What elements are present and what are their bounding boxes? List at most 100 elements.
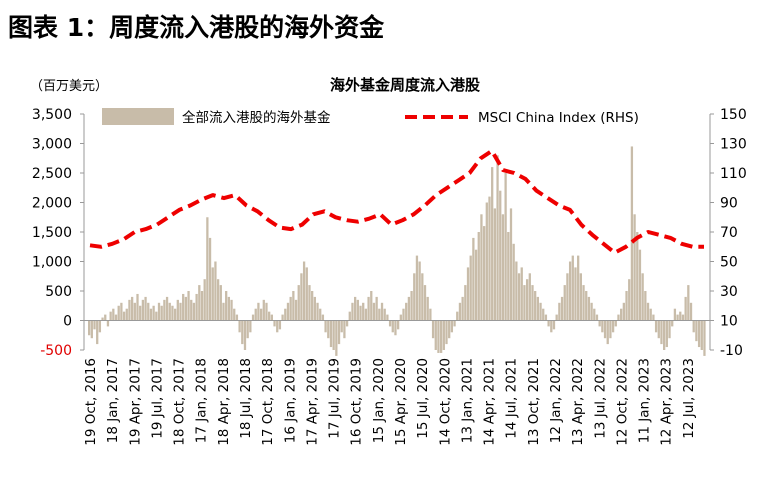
x-tick-label: 13 Jan, 2021 — [459, 358, 475, 443]
flow-bar — [327, 320, 330, 339]
flow-bar — [286, 302, 290, 321]
flow-bar — [601, 320, 604, 333]
flow-bar — [563, 285, 566, 321]
flow-bar — [550, 320, 553, 333]
flow-bar — [609, 320, 612, 339]
flow-bar — [520, 267, 523, 321]
flow-bar — [509, 208, 513, 321]
flow-bar — [491, 167, 494, 321]
flow-bar — [474, 249, 478, 321]
y-right-tick-label: 50 — [720, 255, 738, 271]
flow-bar — [673, 308, 677, 321]
x-tick-label: 17 Apr, 2019 — [304, 358, 320, 446]
flow-bar — [421, 273, 424, 321]
flow-bar — [668, 320, 671, 339]
flow-bar — [281, 314, 284, 321]
flow-bar — [407, 296, 411, 321]
flow-bar — [512, 243, 515, 321]
flow-bar — [423, 285, 427, 321]
flow-bar — [660, 320, 663, 345]
y-right-tick-label: 150 — [720, 107, 747, 123]
legend-bar-label: 全部流入港股的海外基金 — [182, 109, 331, 126]
flow-bar — [292, 291, 295, 321]
flow-bar — [649, 308, 652, 321]
flow-bar — [434, 320, 437, 350]
flow-bar — [117, 305, 120, 321]
flow-bar — [496, 155, 499, 321]
flow-bar — [155, 311, 158, 321]
flow-bar — [663, 320, 666, 350]
flow-bar — [198, 285, 201, 321]
flow-bar — [595, 314, 599, 321]
flow-bar — [348, 311, 351, 321]
flow-bar — [606, 320, 609, 345]
flow-bar — [654, 320, 658, 333]
flow-bar — [386, 314, 389, 321]
flow-bar — [112, 308, 115, 321]
flow-bar — [633, 214, 636, 321]
flow-bar — [308, 285, 311, 321]
flow-bar — [190, 299, 193, 321]
flow-bar — [176, 299, 179, 321]
flow-bar — [206, 217, 209, 321]
flow-bar — [391, 320, 394, 333]
flow-bar — [251, 314, 255, 321]
y-right-tick-label: 130 — [720, 137, 747, 153]
flow-bar — [681, 314, 685, 321]
flow-bar — [203, 279, 206, 321]
flow-bar — [302, 261, 306, 321]
legend: 全部流入港股的海外基金 MSCI China Index (RHS) — [102, 108, 639, 126]
flow-bar — [311, 291, 314, 321]
flow-bar — [593, 308, 596, 321]
flow-bar — [157, 302, 161, 321]
flow-bar — [367, 296, 370, 321]
flow-bar — [313, 296, 316, 321]
flow-bar — [375, 296, 378, 321]
flow-bar — [437, 320, 440, 353]
flow-bar — [168, 302, 171, 321]
y-left-tick-label: 1,000 — [32, 255, 72, 271]
legend-bar-swatch — [102, 108, 174, 125]
flow-bar — [98, 320, 102, 333]
flow-bar — [676, 314, 679, 321]
y-left-tick-label: 3,000 — [32, 137, 72, 153]
flow-bar — [469, 255, 472, 321]
flow-bar — [657, 320, 660, 339]
flow-bar — [388, 320, 392, 327]
flow-bar — [329, 320, 333, 348]
flow-bar — [598, 320, 601, 327]
flow-bar — [249, 320, 252, 333]
flow-bar — [122, 311, 126, 321]
flow-bar — [636, 232, 639, 321]
y-right-tick-label: 110 — [720, 166, 747, 182]
flow-bar — [652, 314, 655, 321]
flow-bar — [130, 296, 134, 321]
flow-bar — [321, 314, 325, 321]
flow-bar — [531, 285, 534, 321]
flow-bar — [671, 320, 674, 327]
flow-bar — [547, 320, 550, 327]
x-tick-label: 14 Oct, 2020 — [437, 358, 453, 446]
flow-bar — [104, 314, 107, 321]
x-tick-label: 12 Apr, 2023 — [659, 358, 675, 446]
x-tick-label: 14 Jul, 2021 — [504, 358, 520, 439]
flow-bar — [579, 273, 582, 321]
flow-bar — [335, 320, 338, 356]
flow-bar — [120, 302, 123, 321]
flow-bar — [93, 320, 96, 330]
y-left-label: （百万美元） — [30, 79, 108, 94]
flow-bar — [114, 314, 118, 321]
flow-bar — [165, 296, 169, 321]
flow-bar — [297, 285, 300, 321]
flow-bar — [90, 320, 93, 339]
x-tick-label: 18 Oct, 2017 — [172, 358, 188, 446]
flow-bar — [625, 291, 628, 321]
flow-bar — [466, 267, 470, 321]
flow-bar — [216, 279, 220, 321]
flow-bar — [630, 146, 634, 321]
flow-bar — [697, 320, 701, 348]
flow-bar — [257, 302, 260, 321]
flow-bar — [362, 302, 365, 321]
flow-bar — [641, 273, 644, 321]
flow-bar — [700, 320, 703, 350]
